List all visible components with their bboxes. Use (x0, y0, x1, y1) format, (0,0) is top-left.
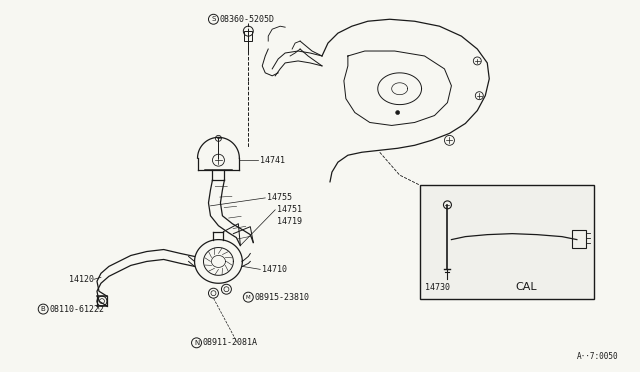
Text: B: B (41, 306, 45, 312)
Bar (244, 31, 252, 41)
Text: 08915-23810: 08915-23810 (254, 293, 309, 302)
Text: 08360-5205D: 08360-5205D (220, 15, 275, 24)
Text: 08911-2081A: 08911-2081A (202, 338, 257, 347)
Text: 14710: 14710 (262, 265, 287, 274)
Text: 14719: 14719 (277, 217, 302, 226)
Text: S: S (211, 16, 216, 22)
Text: 14755: 14755 (268, 193, 292, 202)
Text: 14730: 14730 (424, 283, 449, 292)
Text: A··7:0050: A··7:0050 (577, 352, 619, 361)
Circle shape (396, 110, 399, 115)
Text: M: M (246, 295, 251, 300)
Text: CAL: CAL (515, 282, 537, 292)
Text: 14751: 14751 (277, 205, 302, 214)
Text: 14741: 14741 (260, 156, 285, 165)
Bar (420, 185, 594, 299)
Text: 14120: 14120 (69, 275, 94, 284)
Text: 08110-61222: 08110-61222 (49, 305, 104, 314)
Text: N: N (194, 340, 199, 346)
Bar (572, 230, 586, 247)
